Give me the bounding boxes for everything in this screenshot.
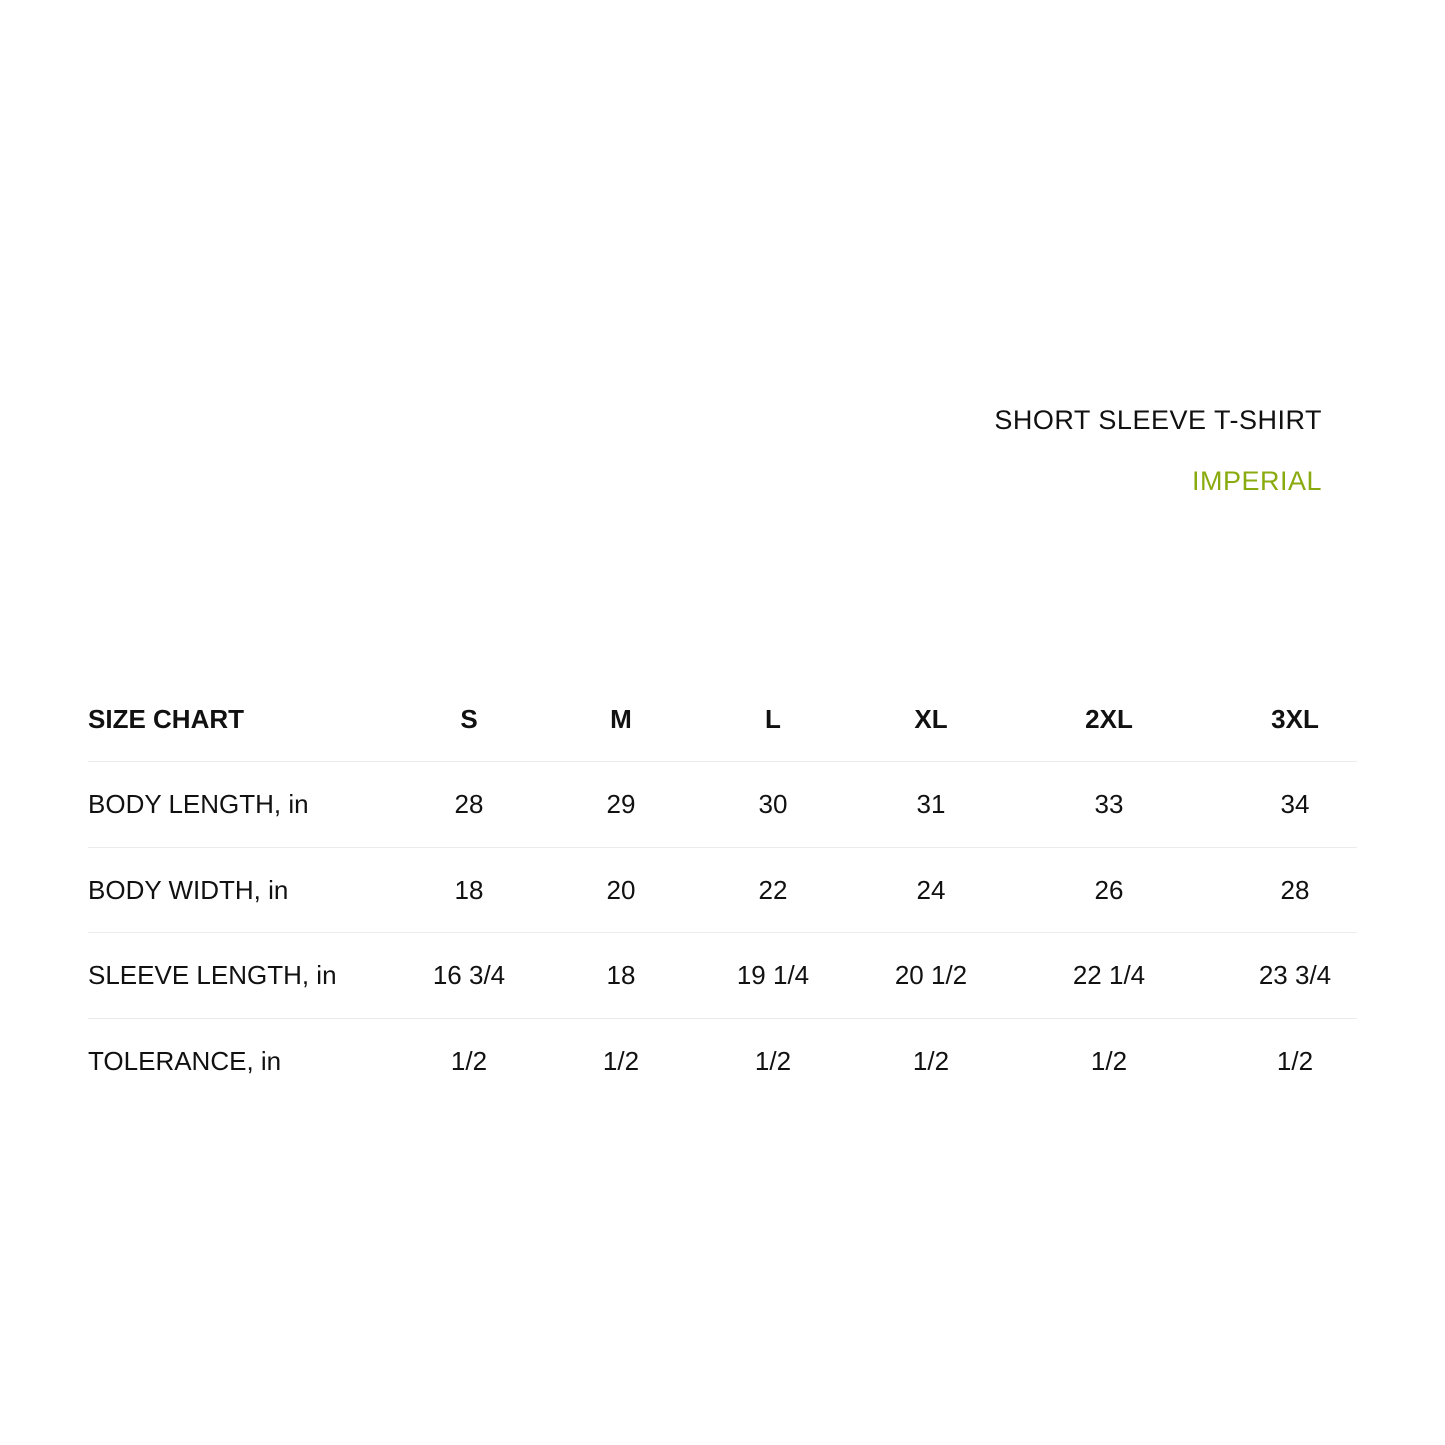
size-header: L <box>765 704 781 734</box>
table-cell: 28 <box>1280 874 1310 905</box>
table-cell: 26 <box>1094 874 1124 905</box>
table-cell: 22 1/4 <box>1072 960 1146 991</box>
size-header: 3XL <box>1271 704 1319 734</box>
table-cell: 28 <box>454 789 484 819</box>
row-label: BODY WIDTH, in <box>88 874 289 905</box>
table-row: TOLERANCE, in 1/2 1/2 1/2 1/2 1/2 1/2 <box>88 1018 1357 1104</box>
table-cell: 20 1/2 <box>894 960 968 991</box>
table-cell: 30 <box>758 789 788 819</box>
table-cell: 20 <box>606 874 636 905</box>
row-label: BODY LENGTH, in <box>88 789 309 819</box>
table-row: BODY WIDTH, in 18 20 22 24 26 28 <box>88 846 1357 933</box>
table-cell: 18 <box>454 874 484 905</box>
size-header: M <box>610 704 632 734</box>
table-header-row: SIZE CHART S M L XL 2XL 3XL <box>88 677 1357 762</box>
table-cell: 1/2 <box>1276 1046 1314 1077</box>
product-title: SHORT SLEEVE T-SHIRT <box>994 405 1322 435</box>
table-title: SIZE CHART <box>88 704 244 734</box>
table-cell: 23 3/4 <box>1258 960 1332 991</box>
table-cell: 16 3/4 <box>432 960 506 991</box>
unit-system-label: IMPERIAL <box>1191 466 1322 496</box>
size-header: XL <box>914 704 948 734</box>
table-cell: 1/2 <box>754 1046 792 1077</box>
table-cell: 34 <box>1280 789 1310 819</box>
table-cell: 31 <box>916 789 946 819</box>
table-row: BODY LENGTH, in 28 29 30 31 33 34 <box>88 761 1357 847</box>
row-label: TOLERANCE, in <box>88 1046 282 1077</box>
table-cell: 18 <box>606 960 636 991</box>
table-cell: 1/2 <box>450 1046 488 1077</box>
table-cell: 1/2 <box>602 1046 640 1077</box>
table-cell: 1/2 <box>1090 1046 1128 1077</box>
table-cell: 22 <box>758 874 788 905</box>
table-cell: 19 1/4 <box>736 960 810 991</box>
table-cell: 33 <box>1094 789 1124 819</box>
size-header: S <box>460 704 478 734</box>
size-header: 2XL <box>1085 704 1133 734</box>
table-cell: 1/2 <box>912 1046 950 1077</box>
table-cell: 24 <box>916 874 946 905</box>
row-label: SLEEVE LENGTH, in <box>88 960 337 991</box>
table-row: SLEEVE LENGTH, in 16 3/4 18 19 1/4 20 1/2 22 … <box>88 932 1357 1018</box>
table-cell: 29 <box>606 789 636 819</box>
